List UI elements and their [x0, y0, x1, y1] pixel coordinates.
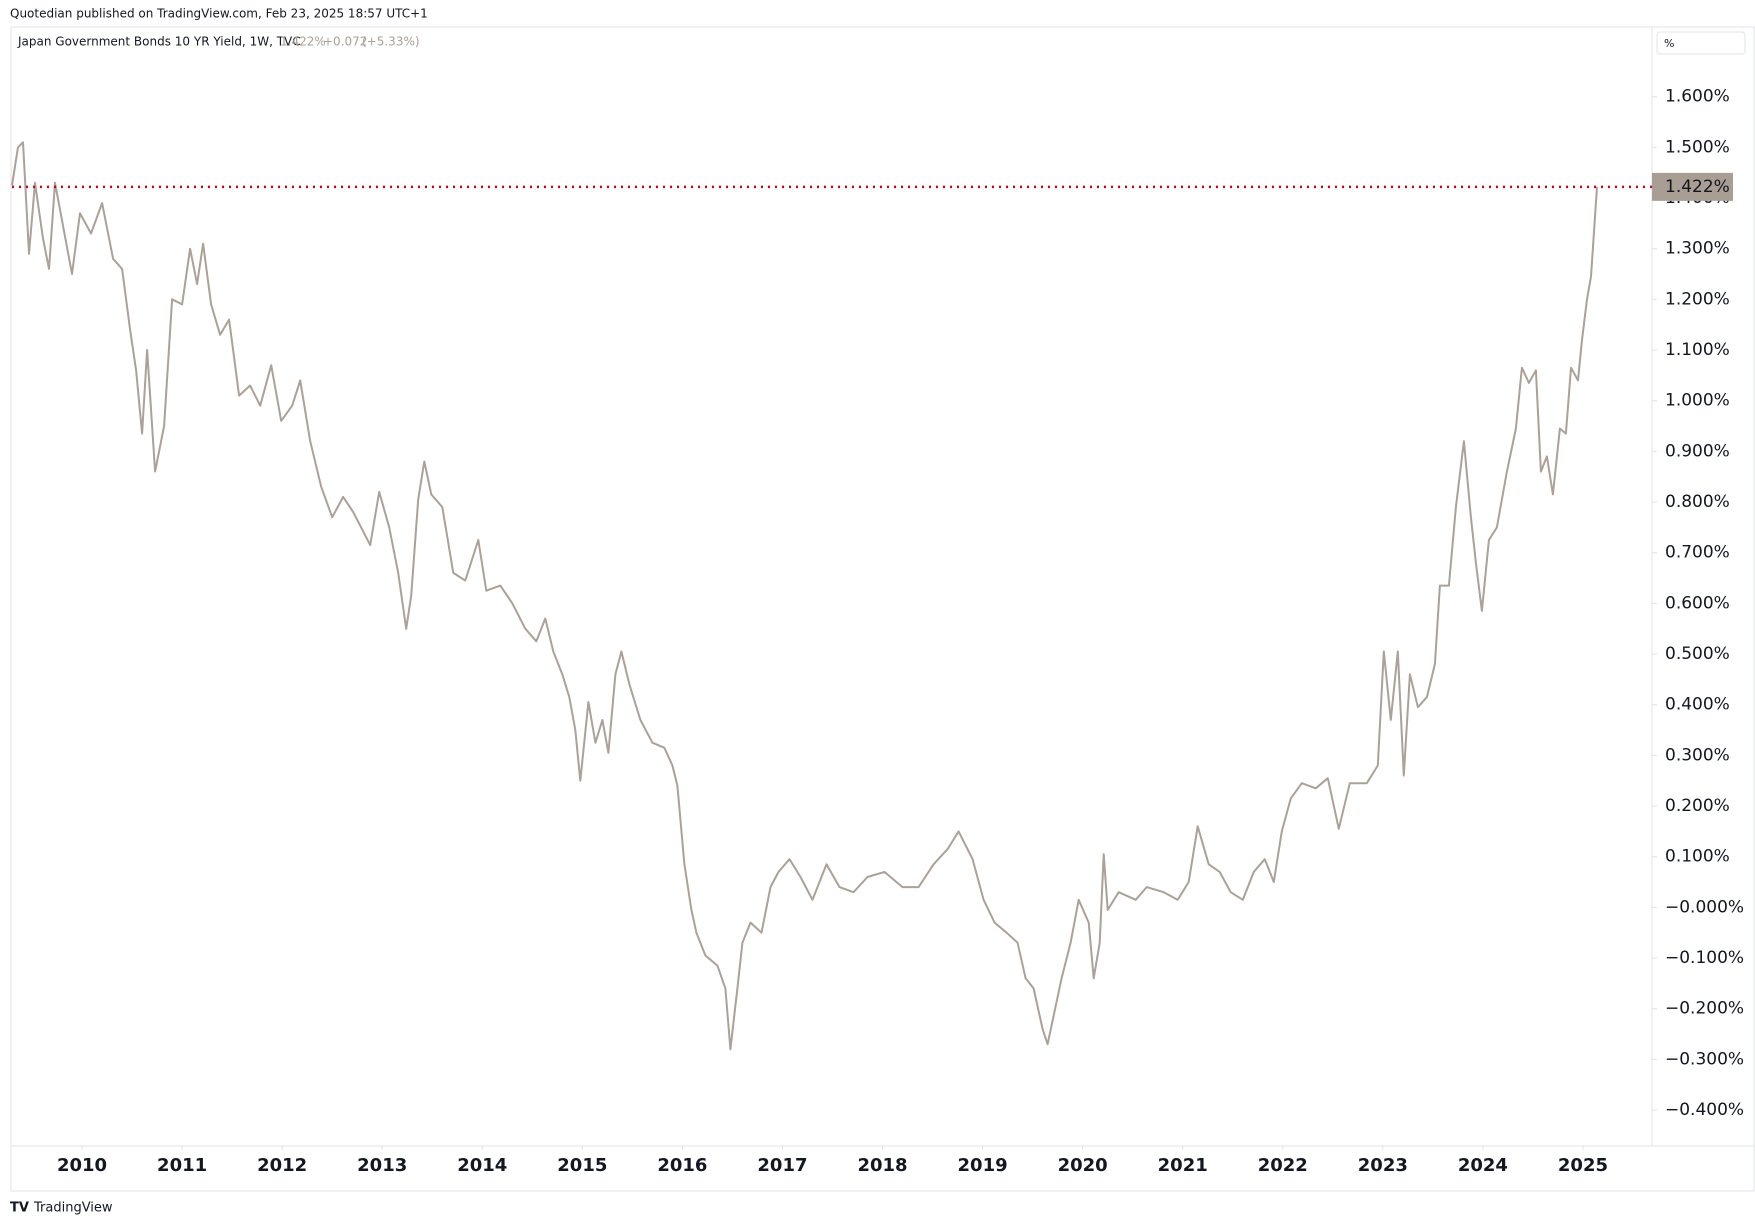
x-tick-label: 2025 [1558, 1155, 1608, 1176]
y-tick-label: 0.100% [1665, 847, 1730, 867]
x-tick-label: 2020 [1058, 1155, 1108, 1176]
logo: TV [10, 1201, 29, 1216]
x-tick-label: 2014 [457, 1155, 507, 1176]
footer: TradingView [33, 1201, 113, 1216]
y-tick-label: −0.300% [1665, 1049, 1744, 1069]
series-line [11, 141, 1598, 1051]
y-tick-label: 0.600% [1665, 593, 1730, 613]
y-tick-label: 0.300% [1665, 745, 1730, 765]
y-tick-label: −0.200% [1665, 999, 1744, 1019]
y-tick-label: 0.200% [1665, 796, 1730, 816]
y-tick-label: 1.000% [1665, 391, 1730, 411]
x-tick-label: 2022 [1258, 1155, 1308, 1176]
y-tick-label: −0.100% [1665, 948, 1744, 968]
last-value-box [1652, 172, 1733, 201]
y-tick-label: 0.800% [1665, 492, 1730, 512]
legend-change-pct: (+5.33%) [362, 35, 420, 49]
x-tick-label: 2018 [857, 1155, 907, 1176]
unit-label: % [1664, 37, 1674, 50]
x-tick-label: 2019 [958, 1155, 1008, 1176]
frame [10, 26, 1755, 1192]
y-tick-label: 0.400% [1665, 695, 1730, 715]
y-tick-label: −0.000% [1665, 897, 1744, 917]
y-tick-label: 0.700% [1665, 543, 1730, 563]
x-tick-label: 2023 [1358, 1155, 1408, 1176]
x-tick-label: 2010 [57, 1155, 107, 1176]
x-tick-label: 2017 [757, 1155, 807, 1176]
legend-value: 1.422% [280, 35, 326, 49]
y-tick-label: 1.200% [1665, 289, 1730, 309]
y-tick-label: 1.500% [1665, 137, 1730, 157]
y-tick-label: 1.300% [1665, 239, 1730, 259]
x-tick-label: 2011 [157, 1155, 207, 1176]
y-tick-label: 1.100% [1665, 340, 1730, 360]
x-tick-label: 2024 [1458, 1155, 1508, 1176]
plot [11, 141, 1598, 1051]
y-tick-label: −0.400% [1665, 1100, 1744, 1120]
last-value-label: 1.422% [1665, 177, 1730, 197]
header: Quotedian published on TradingView.com, … [10, 7, 428, 21]
legend-change: +0.072 [323, 35, 367, 49]
x-tick-label: 2016 [657, 1155, 707, 1176]
y-tick-label: 0.500% [1665, 644, 1730, 664]
y-tick-label: 1.600% [1665, 87, 1730, 107]
unit-box[interactable] [1656, 31, 1746, 55]
x-tick-label: 2013 [357, 1155, 407, 1176]
legend-title: Japan Government Bonds 10 YR Yield, 1W, … [17, 35, 301, 49]
x-tick-label: 2015 [557, 1155, 607, 1176]
x-tick-label: 2012 [257, 1155, 307, 1176]
x-tick-label: 2021 [1158, 1155, 1208, 1176]
y-tick-label: 0.900% [1665, 441, 1730, 461]
